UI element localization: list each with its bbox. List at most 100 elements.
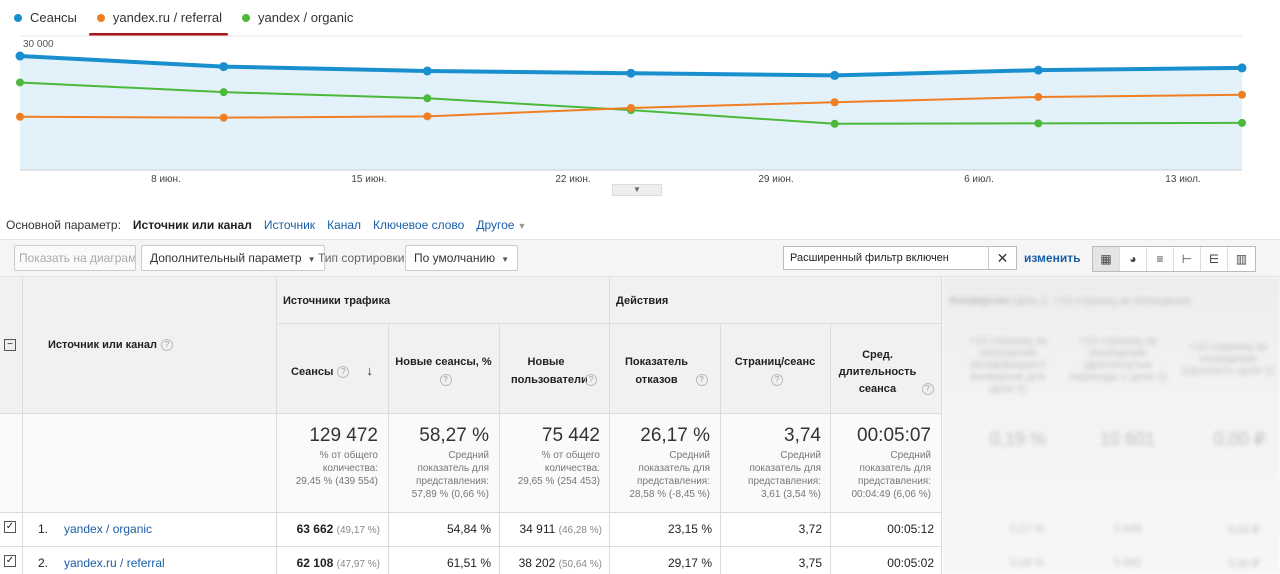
row-checkbox[interactable]: ✓ xyxy=(4,521,16,533)
row-source-link[interactable]: yandex.ru / referral xyxy=(64,556,165,570)
blurred-total-2: 10 601 xyxy=(1100,429,1156,449)
data-point-1-1 xyxy=(219,113,228,122)
column-new-sessions-label: Новые сеансы, % xyxy=(395,356,492,368)
data-point-0-4 xyxy=(830,70,840,80)
data-point-0-1 xyxy=(219,62,229,72)
select-all-checkbox[interactable]: − xyxy=(4,339,16,351)
total-new-users-note: % от общего количества: 29,65 % (254 453) xyxy=(517,450,600,487)
help-icon[interactable]: ? xyxy=(337,366,350,379)
primary-dimension-label: Основной параметр: xyxy=(6,218,121,232)
column-new-users[interactable]: Новые пользователи? xyxy=(499,353,609,389)
dimension-source[interactable]: Источник xyxy=(263,218,316,232)
group-actions: Действия xyxy=(616,295,669,307)
group-traffic-sources: Источники трафика xyxy=(283,295,391,307)
total-bounce-rate: 26,17 % xyxy=(640,425,710,446)
close-icon[interactable]: ✕ xyxy=(988,247,1016,269)
data-point-2-1 xyxy=(219,88,228,97)
legend-dot-referral xyxy=(96,13,105,22)
column-avg-duration-label: Сред. длительность сеанса xyxy=(838,349,917,395)
table-header-bg xyxy=(0,277,942,413)
chevron-down-icon: ▼ xyxy=(501,255,510,264)
help-icon[interactable]: ? xyxy=(695,374,708,387)
change-filter-link[interactable]: изменить xyxy=(1024,251,1081,265)
dimension-other[interactable]: Другое ▼ xyxy=(476,218,526,232)
legend-item-referral[interactable]: yandex.ru / referral xyxy=(88,10,228,36)
row-new-users: 38 202 (50,64 %) xyxy=(518,556,602,570)
data-table: Конверсии Цель 1: +10 страниц за посещен… xyxy=(0,277,1280,574)
blurred-row2-3: 0,00 ₽ xyxy=(1228,558,1260,570)
totals-row-bg xyxy=(0,413,942,512)
data-point-1-0 xyxy=(16,112,24,121)
column-pages-per-session[interactable]: Страниц/сеанс? xyxy=(720,353,830,389)
data-point-0-5 xyxy=(1033,65,1043,75)
column-bounce-rate[interactable]: Показатель отказов? xyxy=(609,353,720,389)
legend-label-sessions: Сеансы xyxy=(30,10,77,25)
total-avg-duration: 00:05:07 xyxy=(857,425,931,446)
row-pages-per-session: 3,72 xyxy=(798,522,822,536)
help-icon[interactable]: ? xyxy=(585,374,597,387)
column-sessions-label: Сеансы xyxy=(291,366,334,378)
red-underline-annotation xyxy=(88,33,228,36)
column-new-sessions[interactable]: Новые сеансы, %? xyxy=(388,353,499,389)
help-icon[interactable]: ? xyxy=(161,339,174,352)
blurred-row1-3: 0,00 ₽ xyxy=(1228,524,1260,536)
table-toolbar: Показать на диаграмме Дополнительный пар… xyxy=(0,239,1280,277)
legend-dot-organic xyxy=(241,13,250,22)
x-tick-label: 22 июн. xyxy=(555,174,590,185)
chevron-down-icon: ▼ xyxy=(307,255,316,264)
row-source-link[interactable]: yandex / organic xyxy=(64,522,153,536)
chart-legend: Сеансы yandex.ru / referral yandex / org… xyxy=(14,10,354,36)
legend-item-organic[interactable]: yandex / organic xyxy=(241,10,354,25)
row-number: 2. xyxy=(38,556,49,570)
performance-view-icon[interactable]: ≡ xyxy=(1147,247,1174,271)
dimension-column-header[interactable]: Источник или канал? xyxy=(48,339,174,352)
column-sessions[interactable]: Сеансы? ↓ xyxy=(276,363,388,379)
legend-label-referral: yandex.ru / referral xyxy=(112,10,222,25)
blurred-row1-2: 5 539 xyxy=(1114,523,1142,535)
pie-view-icon[interactable]: ◕ xyxy=(1120,247,1147,271)
sort-type-label: Тип сортировки: xyxy=(318,251,408,265)
row-new-sessions: 54,84 % xyxy=(446,522,491,536)
blurred-conversions-section xyxy=(942,277,1280,574)
blurred-total-1: 0,19 % xyxy=(990,429,1047,449)
dimension-channel[interactable]: Канал xyxy=(327,218,362,232)
row-new-sessions: 61,51 % xyxy=(446,556,491,570)
pivot-view-icon[interactable]: ▥ xyxy=(1235,252,1248,266)
table-view-icon[interactable]: ▦ xyxy=(1093,247,1120,271)
x-tick-label: 15 июн. xyxy=(351,174,386,185)
blurred-col2: +10 страниц за посещение (Достигнутые пе… xyxy=(1069,335,1167,383)
show-on-chart-button[interactable]: Показать на диаграмме xyxy=(14,245,136,271)
secondary-dimension-dropdown[interactable]: Дополнительный параметр ▼ xyxy=(141,245,325,271)
row-checkbox[interactable]: ✓ xyxy=(4,555,16,567)
data-point-2-5 xyxy=(1034,119,1043,128)
total-bounce-rate-note: Средний показатель для представления: 28,58… xyxy=(629,450,710,500)
legend-label-organic: yandex / organic xyxy=(257,10,354,25)
column-avg-duration[interactable]: Сред. длительность сеанса? xyxy=(830,347,941,398)
comparison-view-icon[interactable]: ⊢ xyxy=(1174,247,1201,271)
advanced-filter-box[interactable]: Расширенный фильтр включен ✕ xyxy=(783,246,1017,270)
term-cloud-view-icon[interactable]: ⋿ xyxy=(1201,247,1228,271)
help-icon[interactable]: ? xyxy=(921,383,934,396)
data-point-2-2 xyxy=(423,94,432,103)
dimension-source-medium[interactable]: Источник или канал xyxy=(132,218,252,232)
column-bounce-rate-label: Показатель отказов xyxy=(624,356,689,386)
sort-type-value: По умолчанию xyxy=(414,251,496,265)
data-point-0-3 xyxy=(626,68,636,78)
help-icon[interactable]: ? xyxy=(439,374,452,387)
data-point-1-3 xyxy=(627,103,635,112)
x-tick-label: 29 июн. xyxy=(758,174,793,185)
row-pages-per-session: 3,75 xyxy=(798,556,822,570)
advanced-filter-text: Расширенный фильтр включен xyxy=(790,252,949,264)
sort-type-dropdown[interactable]: По умолчанию ▼ xyxy=(405,245,519,271)
blurred-conversions-label: Конверсии xyxy=(950,295,1010,307)
row-bounce-rate: 23,15 % xyxy=(667,522,712,536)
chart-collapse-toggle[interactable]: ▼ xyxy=(612,184,662,196)
dimension-keyword[interactable]: Ключевое слово xyxy=(373,218,465,232)
view-switcher: ▦ ◕ ≡ ⊢ ⋿ ▥ xyxy=(1092,246,1256,272)
legend-item-sessions[interactable]: Сеансы xyxy=(14,10,77,25)
blurred-row1-1: 0,17 % xyxy=(1010,523,1045,535)
data-point-1-4 xyxy=(830,98,839,107)
legend-dot-sessions xyxy=(14,13,22,22)
help-icon[interactable]: ? xyxy=(771,374,783,387)
total-sessions: 129 472 xyxy=(309,425,378,446)
